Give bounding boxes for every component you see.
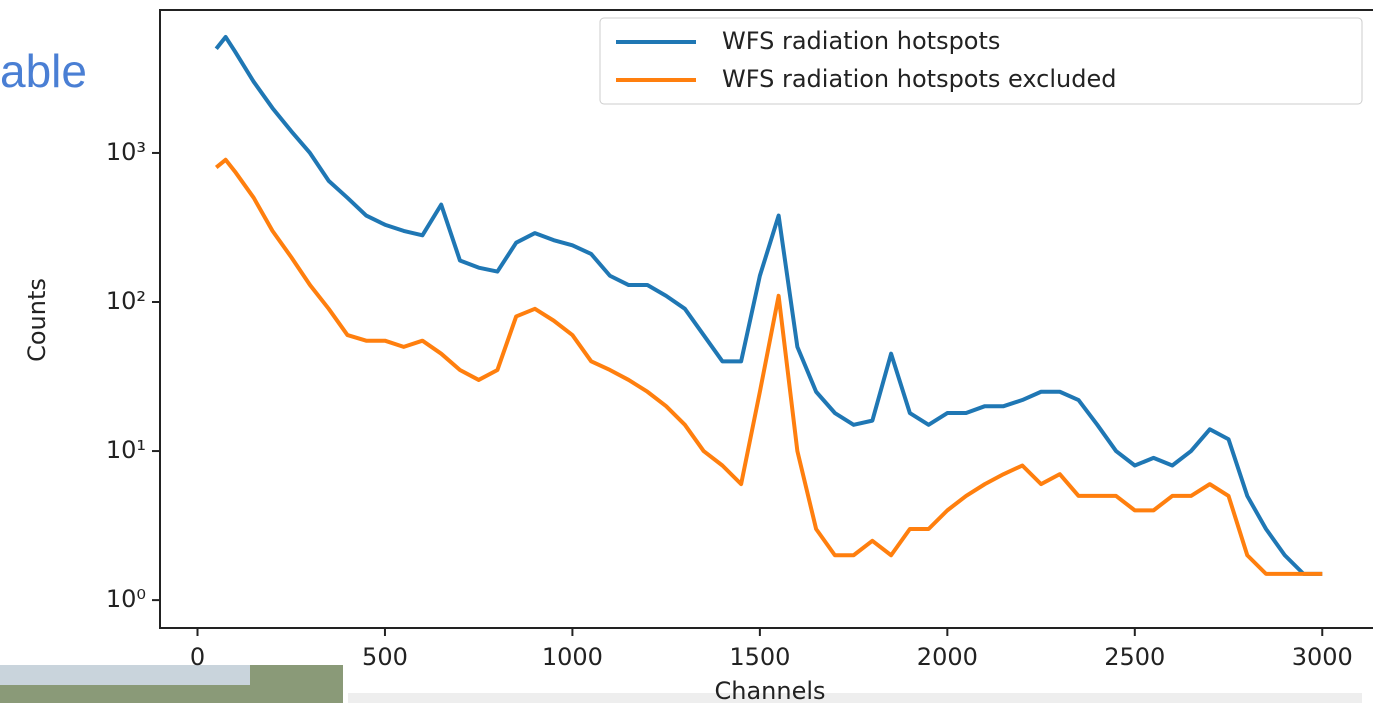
- y-tick-label: 10²: [106, 287, 146, 315]
- y-tick-label: 10⁰: [106, 585, 146, 613]
- legend-box: [599, 17, 1363, 105]
- x-tick-label: 1500: [729, 643, 790, 671]
- legend-label: WFS radiation hotspots: [722, 27, 1000, 55]
- legend-label: WFS radiation hotspots excluded: [722, 65, 1116, 93]
- photo: [348, 693, 1362, 703]
- x-tick-label: 0: [190, 643, 205, 671]
- x-tick-label: 500: [362, 643, 408, 671]
- series-line: [214, 34, 1323, 576]
- x-tick-label: 1000: [542, 643, 603, 671]
- series-line: [214, 157, 1323, 576]
- y-axis-label: Counts: [23, 278, 51, 362]
- x-axis-label: Channels: [714, 677, 825, 703]
- plot-frame: [159, 9, 1373, 629]
- x-tick-label: 2000: [917, 643, 978, 671]
- slide-title: able: [0, 45, 87, 97]
- y-tick-label: 10³: [106, 138, 146, 166]
- x-tick-label: 2500: [1104, 643, 1165, 671]
- x-tick-label: 3000: [1292, 643, 1353, 671]
- photo-sky: [0, 665, 250, 685]
- y-tick-label: 10¹: [106, 436, 146, 464]
